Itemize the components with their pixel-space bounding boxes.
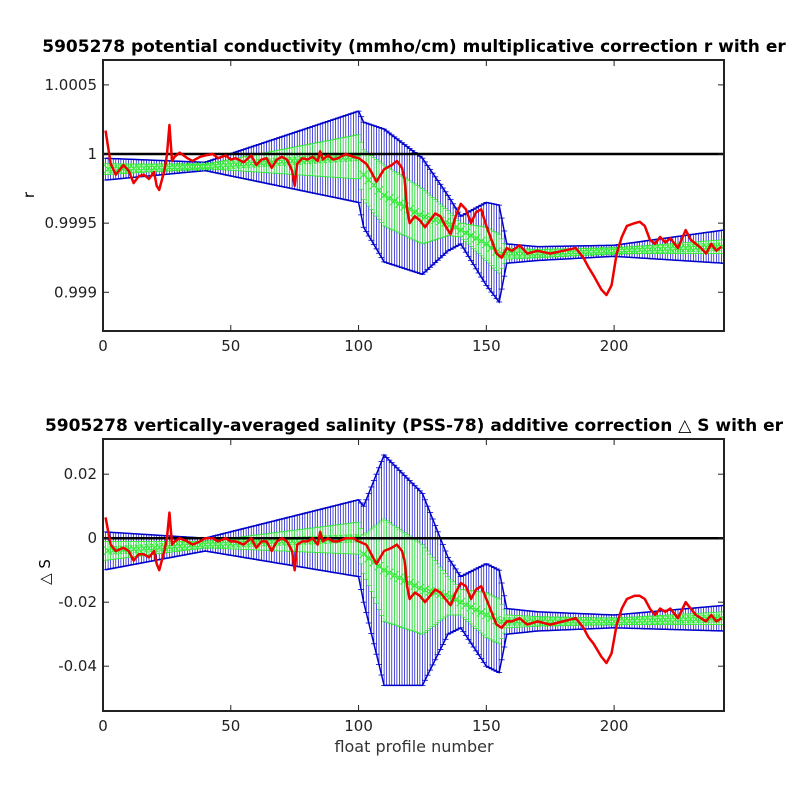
x-axis-label: float profile number [334, 737, 494, 756]
y-tick-label: -0.02 [58, 593, 97, 611]
chart-title: 5905278 vertically-averaged salinity (PS… [45, 416, 784, 436]
x-tick-label: 100 [344, 337, 373, 355]
y-tick-label: 0.9995 [45, 214, 98, 232]
x-tick-label: 50 [221, 337, 240, 355]
y-tick-label: -0.04 [58, 657, 97, 675]
y-tick-label: 0.02 [64, 465, 97, 483]
axes-frame [102, 438, 725, 712]
y-tick-label: 1 [87, 145, 97, 163]
y-tick-label: 1.0005 [45, 76, 98, 94]
x-tick-label: 0 [98, 337, 108, 355]
error-envelope-lower [105, 550, 724, 687]
x-tick-label: 200 [600, 337, 629, 355]
x-tick-label: 150 [472, 337, 501, 355]
y-tick-label: 0.999 [54, 283, 97, 301]
error-envelope-upper [105, 110, 724, 248]
chart-conductivity-correction: 5905278 potential conductivity (mmho/cm)… [20, 37, 786, 355]
chart-title: 5905278 potential conductivity (mmho/cm)… [42, 37, 786, 57]
profile-estimate-line [104, 123, 723, 297]
y-tick-label: 0 [87, 529, 97, 547]
x-tick-label: 200 [600, 717, 629, 735]
x-tick-label: 150 [472, 717, 501, 735]
error-bars-narrow [103, 134, 724, 274]
axes-frame [102, 59, 725, 332]
y-axis-label: r [20, 191, 38, 198]
chart-salinity-correction: 5905278 vertically-averaged salinity (PS… [36, 416, 784, 756]
plot-area: 0 50 100 150 200 -0.04 -0.02 0 0.02 [58, 438, 725, 735]
x-tick-label: 0 [98, 717, 108, 735]
plot-area: 0 50 100 150 200 0.999 0.9995 1 1.0005 [45, 59, 725, 355]
y-axis-label: △ S [36, 559, 54, 585]
x-tick-label: 100 [344, 717, 373, 735]
x-tick-label: 50 [221, 717, 240, 735]
profile-estimate-line [104, 511, 723, 665]
error-envelope-lower [105, 169, 724, 304]
